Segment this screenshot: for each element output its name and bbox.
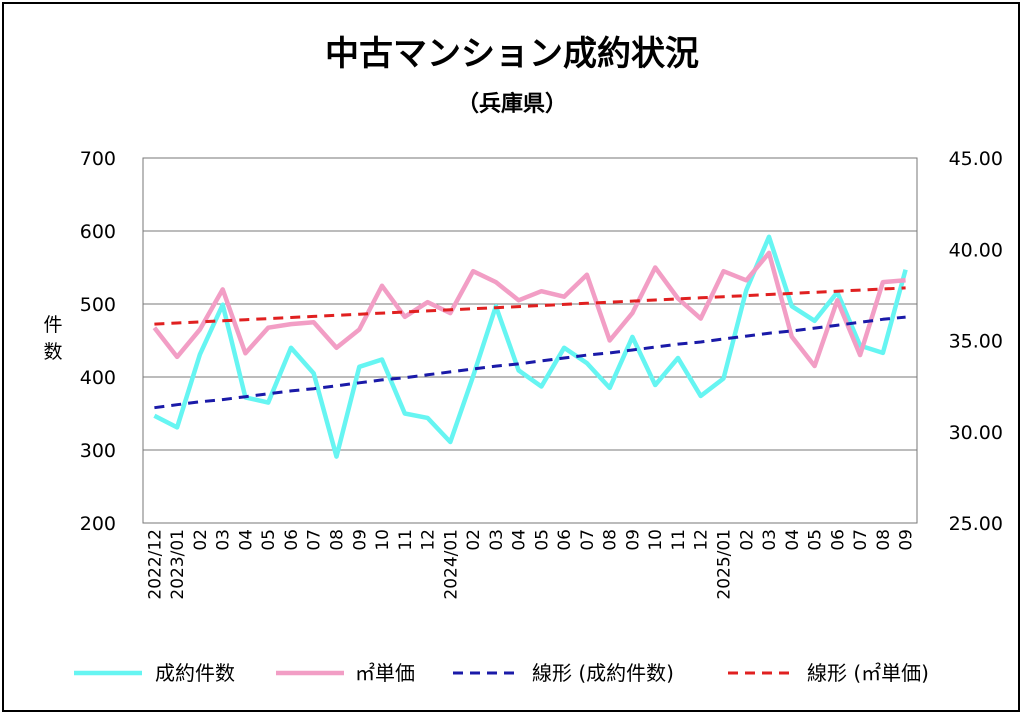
- x-tick-label: 05: [259, 529, 279, 551]
- y-left-tick-label: 700: [80, 148, 116, 170]
- x-tick-label: 03: [760, 529, 780, 551]
- x-tick-label: 06: [828, 529, 848, 551]
- series-line-2: [154, 315, 906, 410]
- y-right-tick-label: 30.00: [949, 422, 1003, 444]
- y-right-tick-label: 40.00: [949, 239, 1003, 261]
- x-tick-label: 03: [487, 529, 507, 551]
- x-tick-label: 07: [305, 529, 325, 551]
- x-tick-label: 08: [874, 529, 894, 551]
- x-tick-label: 07: [851, 529, 871, 551]
- x-tick-label: 06: [555, 529, 575, 551]
- legend-label: 線形 (㎡単価): [807, 661, 929, 685]
- x-tick-label: 05: [532, 529, 552, 551]
- x-tick-label: 10: [373, 529, 393, 551]
- x-tick-label: 11: [396, 529, 416, 551]
- legend-label: ㎡単価: [355, 661, 415, 685]
- y-left-tick-label: 500: [80, 294, 116, 316]
- y-right-tick-label: 35.00: [949, 331, 1003, 353]
- x-tick-label: 04: [783, 529, 803, 551]
- x-tick-label: 09: [897, 529, 917, 551]
- x-tick-label: 06: [282, 529, 302, 551]
- x-tick-label: 02: [737, 529, 757, 551]
- x-tick-label: 02: [464, 529, 484, 551]
- x-tick-label: 03: [214, 529, 234, 551]
- x-tick-label: 12: [419, 529, 439, 551]
- x-tick-label: 08: [328, 529, 348, 551]
- x-tick-label: 04: [510, 529, 530, 551]
- y-axis-label-char: 数: [43, 341, 62, 363]
- y-left-tick-label: 600: [80, 221, 116, 243]
- x-tick-label: 12: [692, 529, 712, 551]
- x-tick-label: 11: [669, 529, 689, 551]
- x-tick-label: 07: [578, 529, 598, 551]
- series-lines: [152, 234, 908, 459]
- y-left-tick-label: 200: [80, 513, 116, 535]
- x-tick-label: 02: [191, 529, 211, 551]
- x-tick-label: 2025/01: [715, 529, 735, 600]
- y-axis-right: 45.00 40.00 35.00 30.00 25.00: [949, 148, 1003, 535]
- legend-label: 線形 (成約件数): [532, 661, 674, 685]
- x-tick-label: 2022/12: [145, 529, 165, 600]
- x-tick-label: 2024/01: [441, 529, 461, 600]
- y-axis-label-char: 件: [43, 314, 62, 336]
- x-tick-label: 09: [350, 529, 370, 551]
- y-left-tick-label: 300: [80, 440, 116, 462]
- series-line-3: [154, 286, 906, 326]
- x-tick-label: 09: [623, 529, 643, 551]
- y-right-tick-label: 45.00: [949, 148, 1003, 170]
- x-tick-label: 2023/01: [168, 529, 188, 600]
- chart-subtitle: （兵庫県）: [457, 91, 567, 117]
- y-right-tick-label: 25.00: [949, 513, 1003, 535]
- series-line-1: [152, 250, 906, 369]
- x-tick-label: 08: [601, 529, 621, 551]
- legend: 成約件数 ㎡単価 線形 (成約件数) 線形 (㎡単価): [74, 661, 929, 685]
- x-tick-label: 05: [806, 529, 826, 551]
- x-tick-label: 10: [646, 529, 666, 551]
- y-left-tick-label: 400: [80, 367, 116, 389]
- x-tick-label: 04: [236, 529, 256, 551]
- y-axis-label: 件数: [43, 314, 62, 363]
- y-axis-left: 700 600 500 400 300 200: [80, 148, 116, 535]
- chart-title: 中古マンション成約状況: [325, 34, 699, 74]
- series-line-0: [153, 234, 908, 459]
- x-axis: 2022/12 2023/01 02 03 04 05 06 07 08 09 10 11 12 2024…: [143, 522, 917, 600]
- legend-label: 成約件数: [155, 661, 235, 685]
